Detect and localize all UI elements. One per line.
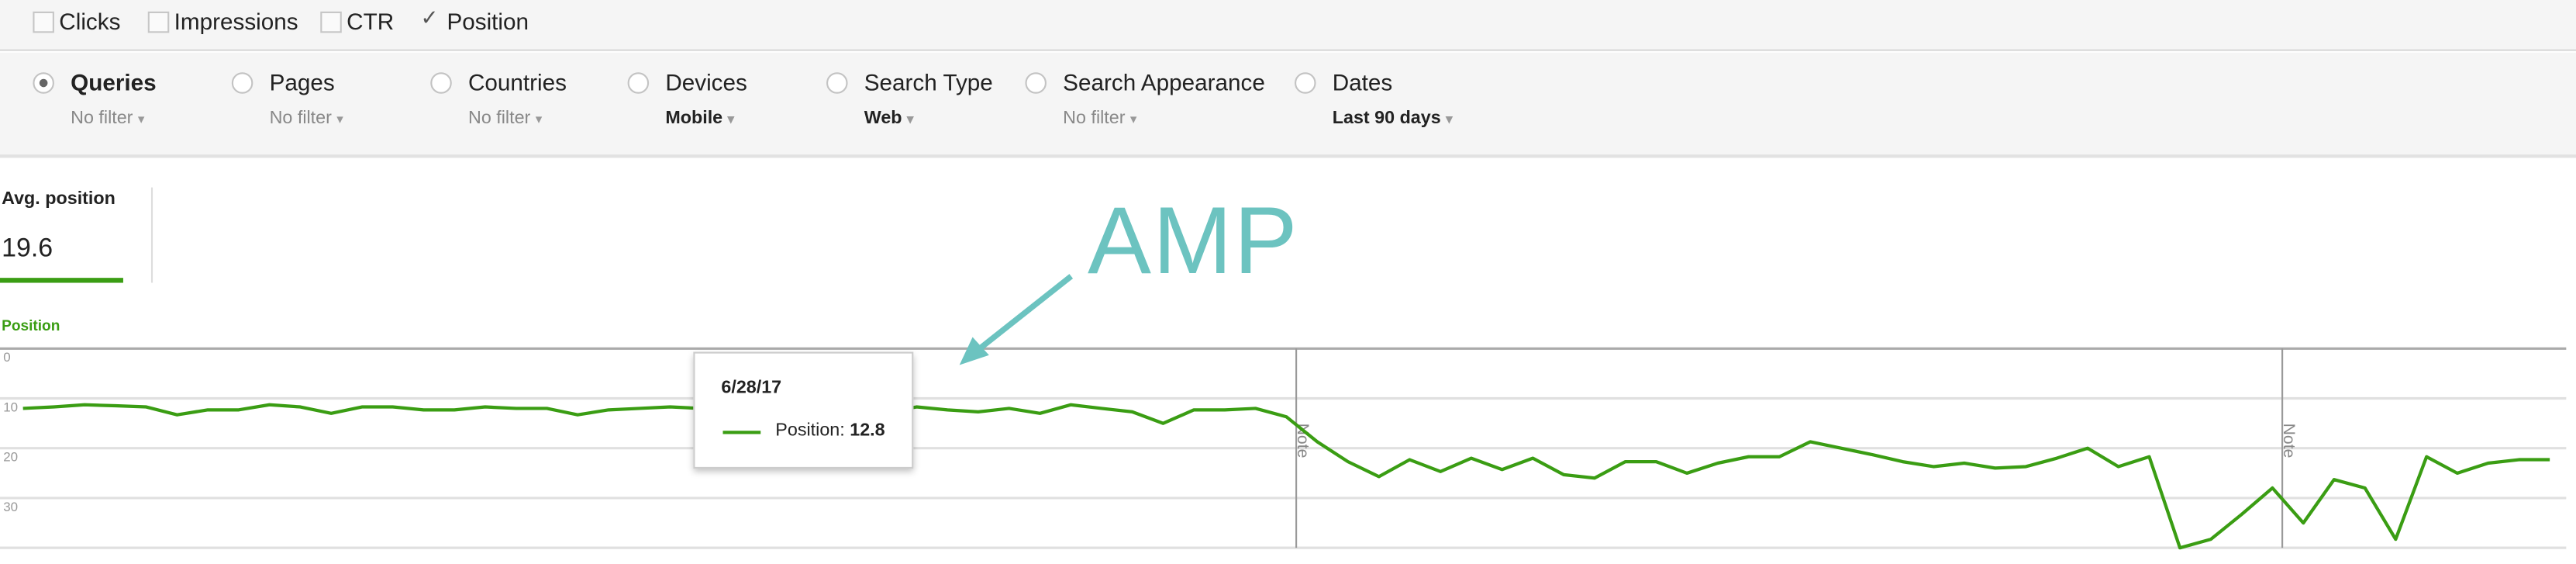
group-radio-4[interactable] xyxy=(826,72,848,94)
chevron-down-icon: ▾ xyxy=(336,112,343,127)
group-label[interactable]: Search Appearance xyxy=(1063,69,1265,95)
group-filter-dropdown[interactable]: Mobile ▾ xyxy=(665,109,734,128)
tooltip-number: 12.8 xyxy=(850,420,885,441)
clicks-checkbox[interactable] xyxy=(33,11,54,33)
grouping-filter-bar: Queries No filter ▾ Pages No filter ▾ Coun… xyxy=(0,52,2576,158)
position-label[interactable]: Position xyxy=(447,8,529,35)
group-filter-dropdown[interactable]: Last 90 days ▾ xyxy=(1333,109,1453,128)
group-radio-1[interactable] xyxy=(231,72,253,94)
y-tick-label: 20 xyxy=(3,450,18,465)
ctr-label[interactable]: CTR xyxy=(347,8,395,35)
group-radio-0[interactable] xyxy=(33,72,54,94)
note-label[interactable]: Note xyxy=(2280,424,2298,458)
impressions-checkbox[interactable] xyxy=(147,11,170,33)
group-label[interactable]: Dates xyxy=(1332,69,1393,95)
y-tick-label: 10 xyxy=(3,400,18,414)
group-radio-6[interactable] xyxy=(1295,72,1316,94)
tooltip-legend-line xyxy=(722,431,761,434)
tooltip-series-name: Position: xyxy=(775,420,845,441)
position-checkbox-checked-icon[interactable]: ✓ xyxy=(420,5,439,30)
group-label[interactable]: Countries xyxy=(468,69,567,95)
group-label[interactable]: Devices xyxy=(665,69,747,95)
amp-annotation-text: AMP xyxy=(1087,187,1299,295)
group-filter-dropdown[interactable]: No filter ▾ xyxy=(270,109,343,128)
clicks-label[interactable]: Clicks xyxy=(59,8,121,35)
chevron-down-icon: ▾ xyxy=(535,112,543,127)
series-label: Position xyxy=(2,317,60,334)
group-filter-dropdown[interactable]: Web ▾ xyxy=(864,109,914,128)
group-filter-value: No filter xyxy=(468,108,531,129)
chevron-down-icon: ▾ xyxy=(1129,112,1137,127)
chevron-down-icon: ▾ xyxy=(727,112,735,127)
group-label[interactable]: Queries xyxy=(71,69,157,95)
chevron-down-icon: ▾ xyxy=(906,112,914,127)
chevron-down-icon: ▾ xyxy=(1446,112,1453,127)
group-label[interactable]: Pages xyxy=(269,69,335,95)
group-filter-dropdown[interactable]: No filter ▾ xyxy=(468,109,542,128)
group-filter-value: No filter xyxy=(269,108,332,129)
y-tick-label: 0 xyxy=(3,350,10,365)
tooltip-value: Position: 12.8 xyxy=(775,421,885,441)
group-filter-value: Mobile xyxy=(665,108,723,129)
metric-toggle-bar: Clicks Impressions CTR ✓ Position xyxy=(0,0,2576,51)
group-radio-3[interactable] xyxy=(627,72,650,94)
group-filter-dropdown[interactable]: No filter ▾ xyxy=(71,109,144,128)
group-filter-dropdown[interactable]: No filter ▾ xyxy=(1063,109,1136,128)
summary-label: Avg. position xyxy=(2,189,116,209)
group-radio-5[interactable] xyxy=(1025,72,1047,94)
position-series-line xyxy=(22,403,2550,550)
group-label[interactable]: Search Type xyxy=(864,69,993,95)
ctr-checkbox[interactable] xyxy=(320,11,342,33)
group-filter-value: Web xyxy=(864,108,902,129)
chevron-down-icon: ▾ xyxy=(137,112,145,127)
group-filter-value: No filter xyxy=(71,108,133,129)
y-tick-label: 30 xyxy=(3,500,18,514)
summary-card[interactable]: Avg. position 19.6 xyxy=(0,187,153,283)
group-radio-2[interactable] xyxy=(430,72,452,94)
impressions-label[interactable]: Impressions xyxy=(174,8,298,35)
chart-tooltip: 6/28/17 Position: 12.8 xyxy=(693,351,914,469)
group-filter-value: No filter xyxy=(1063,108,1126,129)
tooltip-date: 6/28/17 xyxy=(721,378,782,398)
summary-selected-underline xyxy=(0,278,123,283)
annotation-arrow-icon xyxy=(959,274,1074,365)
group-filter-value: Last 90 days xyxy=(1332,108,1441,129)
summary-value: 19.6 xyxy=(2,235,53,264)
